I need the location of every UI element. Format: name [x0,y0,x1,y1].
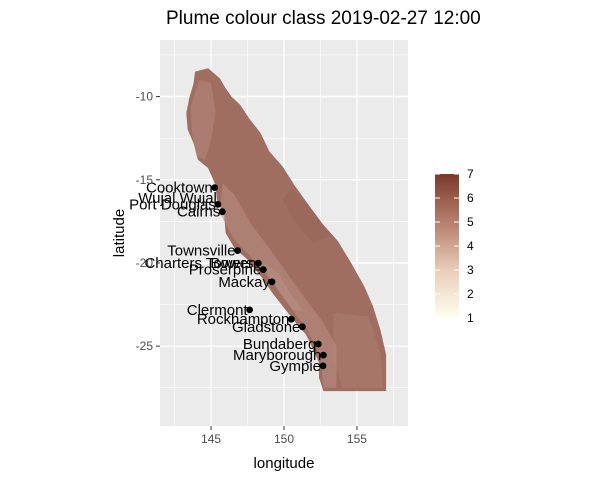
plume-patch [282,188,331,243]
town-marker [214,201,222,208]
legend-tick-label: 7 [467,167,474,181]
legend-tick-label: 1 [467,311,474,325]
plume-patch [333,312,384,388]
legend-tick-label: 2 [467,287,474,301]
town-label: Clermont [187,302,249,319]
town-label: Rockhampton [197,311,290,328]
town-label: Gympie [269,358,321,375]
y-tick-label: -15 [136,173,154,187]
town-marker [319,362,327,370]
plume-patch [190,79,216,160]
y-axis-title: latitude [111,209,128,257]
legend-tick-label: 6 [467,191,474,205]
town-marker [234,247,242,255]
town-label: Mackay [218,274,270,291]
town-marker [314,340,322,348]
town-marker [299,323,306,331]
town-label: Bowen [210,255,256,272]
x-tick-label: 150 [274,432,294,446]
colour-legend: 1 2 3 4 5 6 7 [435,167,474,325]
town-marker [259,266,267,273]
town-label: Port Douglas [129,196,216,213]
town-label: Cooktown [146,180,213,197]
plume-region [186,68,387,392]
legend-tick-label: 4 [467,239,474,253]
town-marker [254,259,262,267]
chart-title: Plume colour class 2019-02-27 12:00 [166,8,481,29]
town-marker [320,351,327,359]
legend-ticks: 1 2 3 4 5 6 7 [435,167,474,325]
legend-tick-label: 3 [467,263,474,277]
y-tick-label: -10 [136,90,154,104]
y-axis-ticks: -10 -15 -20 -25 [136,90,160,353]
plume-patch [263,262,303,312]
town-label: Maryborough [233,347,321,364]
x-tick-label: 155 [347,432,367,446]
x-axis-ticks: 145 150 155 [201,426,367,446]
town-marker [246,306,254,314]
town-label: Proserpine [189,262,262,279]
plume-texture [190,79,384,388]
town-label-overlap: Charters Towers [144,255,253,272]
town-marker [211,184,219,192]
y-tick-label: -20 [136,256,154,270]
town-label: Cairns [177,204,220,221]
town-marker [288,315,295,323]
legend-tick-label: 5 [467,215,474,229]
town-label: Gladstone [232,319,300,336]
x-axis-title: longitude [254,455,315,472]
x-tick-label: 145 [201,432,221,446]
town-label-overlap: Wujal Wujal [138,190,217,207]
y-tick-label: -25 [136,339,154,353]
town-label: Bundaberg [243,336,316,353]
town-marker [268,278,276,286]
town-marker [218,208,226,216]
town-label: Townsville [167,243,235,260]
